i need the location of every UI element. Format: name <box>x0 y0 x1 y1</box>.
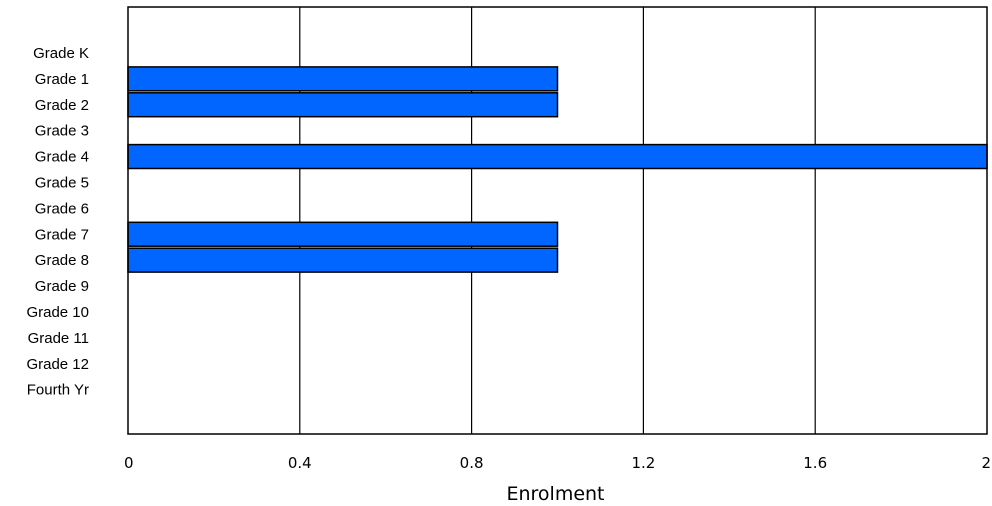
category-label: Grade 7 <box>35 226 89 243</box>
bar <box>127 143 988 170</box>
x-tick-label: 0.4 <box>288 454 312 472</box>
category-label: Grade 1 <box>35 71 89 88</box>
category-label: Grade 5 <box>35 174 89 191</box>
category-label: Grade 4 <box>35 149 89 166</box>
category-label: Fourth Yr <box>27 382 89 399</box>
category-labels: Grade K Grade 1 Grade 2 Grade 3 Grade 4 Grade… <box>26 45 89 399</box>
category-label: Grade 9 <box>35 278 89 295</box>
category-label: Grade 6 <box>35 200 89 217</box>
category-label: Grade 12 <box>26 356 89 373</box>
category-label: Grade 10 <box>26 304 89 321</box>
tick-labels: 0 0.4 0.8 1.2 1.6 2 <box>124 454 991 472</box>
category-label: Grade 3 <box>35 123 89 140</box>
bars <box>127 66 988 273</box>
x-axis-title: Enrolment <box>506 483 604 505</box>
bar <box>127 66 559 92</box>
bar <box>127 221 559 247</box>
category-label: Grade 8 <box>35 252 89 269</box>
category-label: Grade K <box>33 45 89 62</box>
bar <box>127 92 559 118</box>
x-tick-label: 0 <box>124 454 134 472</box>
x-tick-label: 2 <box>981 454 991 472</box>
bar <box>127 247 559 273</box>
plot-frame <box>127 6 988 435</box>
x-tick-label: 1.6 <box>803 454 827 472</box>
category-label: Grade 11 <box>28 330 89 347</box>
category-label: Grade 2 <box>35 97 89 114</box>
x-tick-label: 1.2 <box>631 454 655 472</box>
x-tick-label: 0.8 <box>460 454 484 472</box>
